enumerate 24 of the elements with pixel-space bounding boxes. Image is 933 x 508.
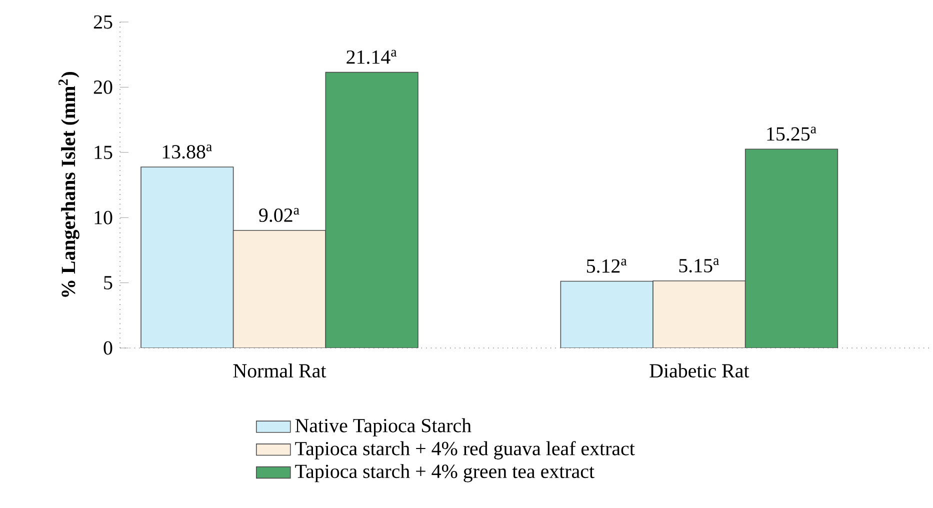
- bar: [232, 230, 326, 348]
- x-tick-label: Diabetic Rat: [650, 364, 750, 378]
- data-label: 5.15$^{a}$: [679, 258, 720, 272]
- x-tick-label: Normal Rat: [233, 364, 326, 378]
- legend-label: Tapioca starch + 4% red guava leaf extract: [295, 441, 635, 460]
- y-tick-label: 25: [94, 15, 112, 29]
- y-tick-label: 15: [94, 146, 112, 160]
- bar: [744, 148, 838, 348]
- bar: [560, 280, 654, 348]
- data-label: 5.12$^{a}$: [586, 258, 627, 273]
- data-label: 9.02$^{a}$: [259, 208, 300, 222]
- bar: [140, 166, 234, 348]
- data-label: 15.25$^{a}$: [767, 126, 816, 141]
- data-label: 13.88$^{a}$: [162, 144, 212, 159]
- bar: [652, 280, 746, 348]
- bar: [325, 72, 418, 348]
- legend-label: Native Tapioca Starch: [295, 418, 472, 436]
- y-tick-label: 0: [104, 341, 112, 355]
- y-tick-label: 5: [104, 276, 112, 290]
- y-axis-title: % Langerhans Islet (mm$^{2}$): [58, 72, 80, 297]
- data-label: 21.14$^{a}$: [346, 50, 397, 64]
- y-tick-label: 20: [94, 80, 112, 94]
- legend-label: Tapioca starch + 4% green tea extract: [295, 464, 594, 482]
- y-tick-label: 10: [94, 210, 112, 224]
